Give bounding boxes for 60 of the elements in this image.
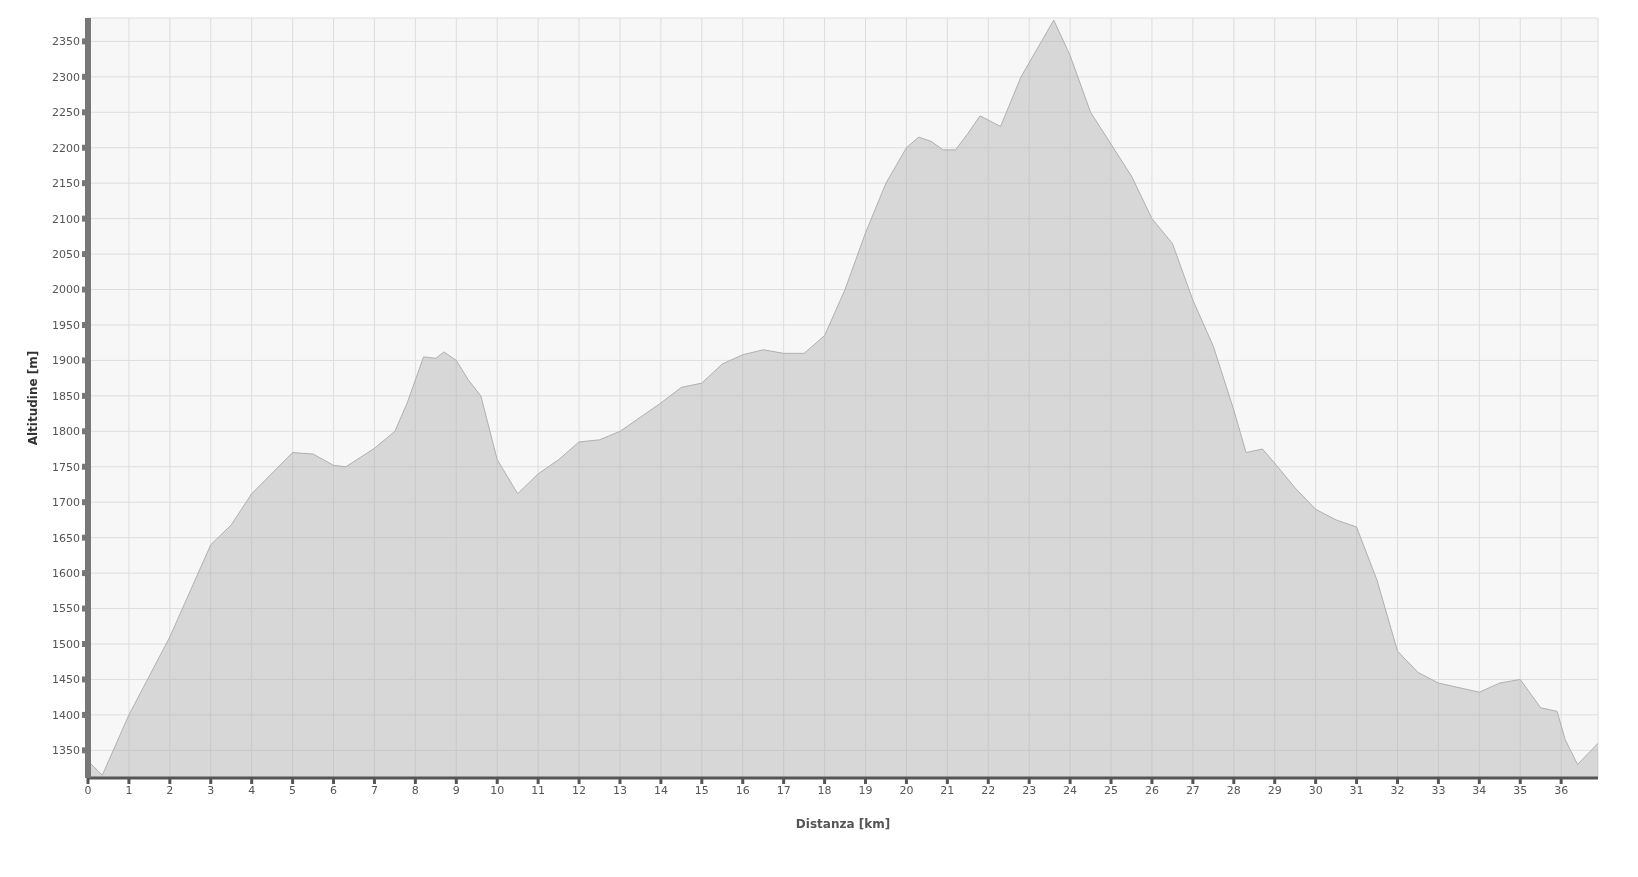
x-tick-label: 24 (1063, 783, 1078, 797)
x-tick-label: 12 (572, 783, 587, 797)
x-tick-label: 6 (330, 783, 338, 797)
x-tick-label: 20 (899, 783, 914, 797)
x-tick-label: 11 (531, 783, 546, 797)
x-tick-label: 8 (411, 783, 419, 797)
x-tick-label: 36 (1554, 783, 1569, 797)
x-tick-label: 10 (490, 783, 505, 797)
y-tick-label: 1850 (52, 389, 80, 403)
y-tick-label: 2350 (52, 35, 80, 49)
y-tick-label: 1550 (52, 602, 80, 616)
x-tick-label: 35 (1513, 783, 1528, 797)
x-tick-label: 31 (1349, 783, 1364, 797)
x-tick-label: 7 (370, 783, 378, 797)
y-tick-label: 1750 (52, 460, 80, 474)
x-tick-label: 5 (289, 783, 297, 797)
x-tick-label: 34 (1472, 783, 1487, 797)
x-tick-label: 25 (1104, 783, 1119, 797)
y-tick-label: 2250 (52, 106, 80, 120)
y-tick-label: 1400 (52, 708, 80, 722)
x-tick-label: 30 (1308, 783, 1323, 797)
x-tick-label: 1 (125, 783, 133, 797)
y-tick-label: 2200 (52, 141, 80, 155)
x-tick-label: 3 (207, 783, 215, 797)
x-tick-label: 14 (653, 783, 668, 797)
y-tick-label: 1900 (52, 354, 80, 368)
y-tick-label: 1500 (52, 637, 80, 651)
y-tick-label: 1350 (52, 744, 80, 758)
y-tick-label: 1700 (52, 496, 80, 510)
y-tick-label: 2050 (52, 247, 80, 261)
x-tick-label: 13 (612, 783, 627, 797)
x-tick-label: 19 (858, 783, 873, 797)
y-axis-title: Altitudine [m] (26, 350, 41, 446)
x-tick-label: 18 (817, 783, 832, 797)
y-tick-label: 1600 (52, 567, 80, 581)
y-tick-label: 2100 (52, 212, 80, 226)
x-tick-label: 33 (1431, 783, 1446, 797)
y-tick-label: 2150 (52, 177, 80, 191)
y-tick-label: 2000 (52, 283, 80, 297)
y-tick-label: 1650 (52, 531, 80, 545)
x-tick-label: 28 (1226, 783, 1241, 797)
x-tick-label: 16 (735, 783, 750, 797)
y-tick-label: 1800 (52, 425, 80, 439)
x-tick-label: 32 (1390, 783, 1405, 797)
x-tick-label: 4 (248, 783, 256, 797)
y-tick-label: 2300 (52, 70, 80, 84)
x-tick-label: 22 (981, 783, 996, 797)
y-tick-label: 1450 (52, 673, 80, 687)
x-tick-label: 27 (1185, 783, 1200, 797)
x-tick-label: 0 (84, 783, 92, 797)
x-tick-label: 26 (1144, 783, 1159, 797)
x-tick-label: 15 (694, 783, 709, 797)
x-tick-label: 17 (776, 783, 791, 797)
x-tick-label: 2 (166, 783, 174, 797)
x-tick-label: 23 (1022, 783, 1037, 797)
y-tick-label: 1950 (52, 318, 80, 332)
x-axis-title: Distanza [km] (795, 817, 891, 831)
x-tick-label: 29 (1267, 783, 1282, 797)
x-tick-label: 9 (452, 783, 460, 797)
x-tick-label: 21 (940, 783, 955, 797)
